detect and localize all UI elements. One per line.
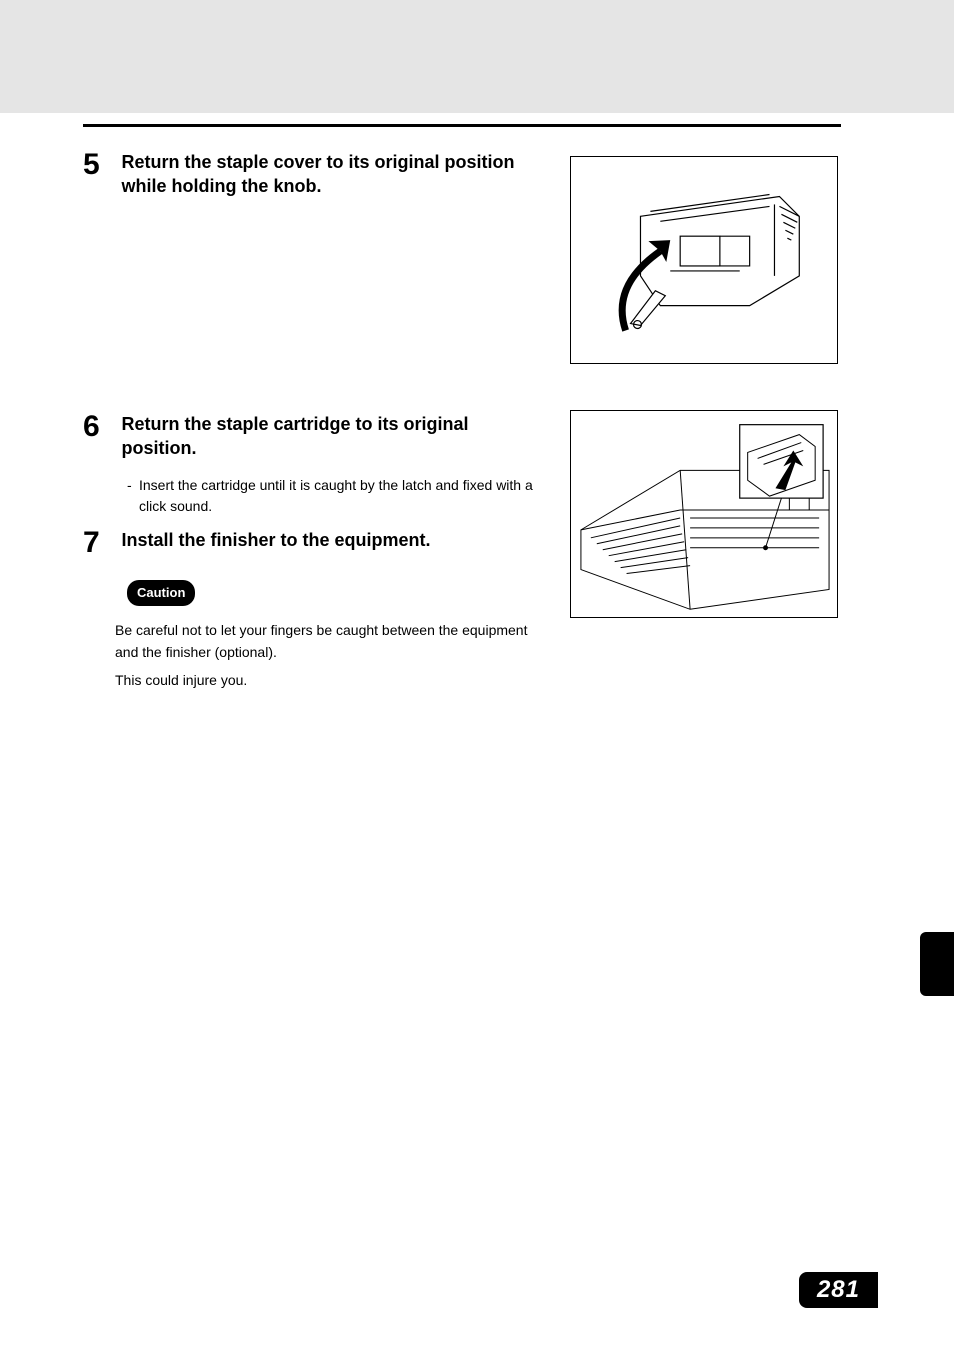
figure-step-6 — [570, 410, 838, 618]
bullet-dash-icon: - — [127, 475, 139, 518]
step-7-body: Caution Be careful not to let your finge… — [127, 580, 553, 691]
step-6-body: - Insert the cartridge until it is caugh… — [127, 475, 553, 518]
step-7-block: 7 Install the finisher to the equipment.… — [83, 528, 553, 691]
manual-page: 5 Return the staple cover to its origina… — [0, 0, 954, 1348]
side-thumb-tab — [920, 932, 954, 996]
finisher-insert-cartridge-icon — [571, 410, 837, 618]
step-number: 6 — [83, 412, 117, 442]
step-5: 5 Return the staple cover to its origina… — [83, 150, 541, 199]
step-heading: Return the staple cartridge to its origi… — [121, 412, 541, 461]
step-number: 7 — [83, 528, 117, 558]
horizontal-rule — [83, 124, 841, 127]
caution-line-1: Be careful not to let your fingers be ca… — [115, 620, 553, 663]
step-heading: Return the staple cover to its original … — [121, 150, 541, 199]
list-item-text: Insert the cartridge until it is caught … — [139, 475, 553, 518]
list-item: - Insert the cartridge until it is caugh… — [127, 475, 553, 518]
header-gray-band — [0, 0, 954, 113]
caution-line-2: This could injure you. — [115, 670, 553, 692]
page-number-badge: 281 — [799, 1272, 878, 1308]
page-number: 281 — [817, 1276, 860, 1303]
step-number: 5 — [83, 150, 117, 180]
stapler-close-cover-icon — [571, 156, 837, 364]
step-heading: Install the finisher to the equipment. — [121, 528, 541, 552]
caution-label: Caution — [137, 585, 185, 600]
figure-step-5 — [570, 156, 838, 364]
step-6: 6 Return the staple cartridge to its ori… — [83, 412, 553, 461]
caution-badge: Caution — [127, 580, 195, 606]
step-6-block: 6 Return the staple cartridge to its ori… — [83, 412, 553, 524]
step-7: 7 Install the finisher to the equipment. — [83, 528, 553, 558]
